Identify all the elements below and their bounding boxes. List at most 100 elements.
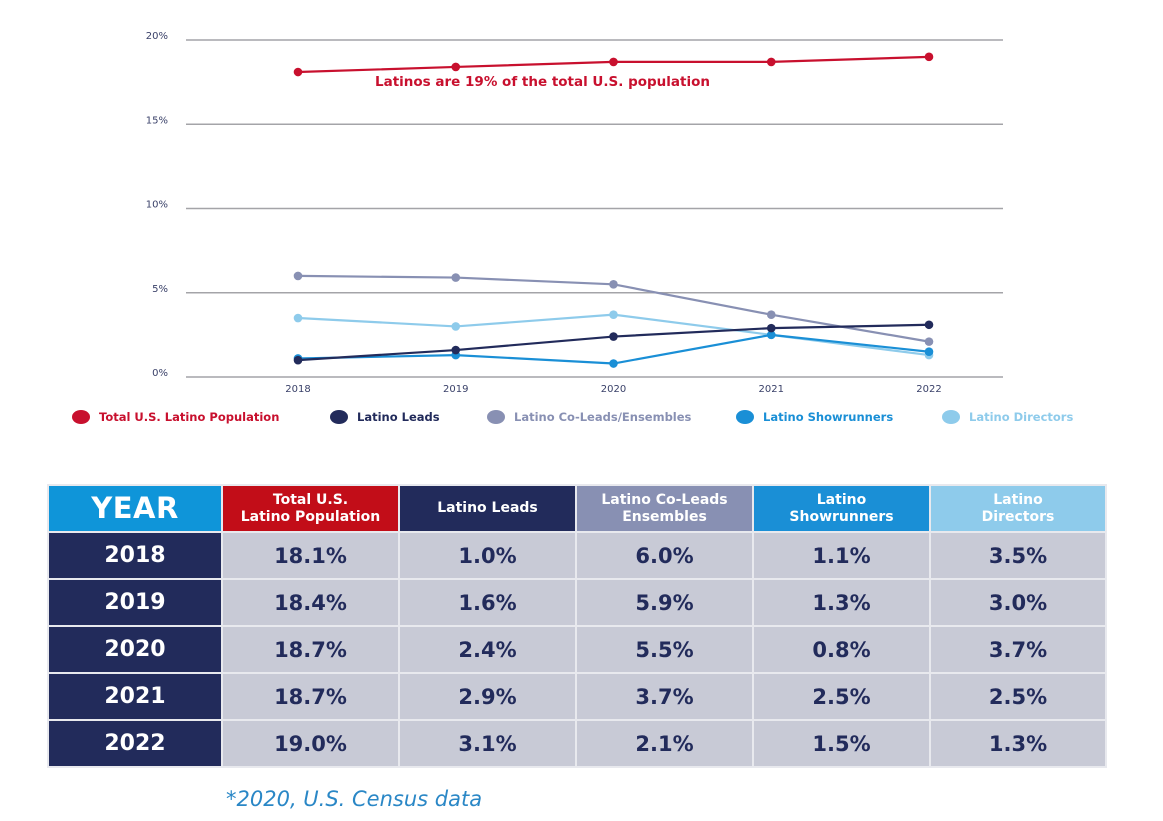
legend-label: Latino Showrunners (763, 410, 894, 424)
value-cell: 5.9% (575, 578, 754, 627)
data-point (766, 323, 776, 333)
y-tick-label: 20% (146, 31, 168, 42)
data-point (451, 62, 461, 72)
value-cell: 18.1% (221, 531, 400, 580)
data-point (451, 273, 461, 282)
table-header-cell: Latino Directors (929, 484, 1107, 533)
value-cell: 1.1% (752, 531, 931, 580)
value-cell: 3.7% (575, 672, 754, 721)
series-latino-co-leads-ensembles (293, 271, 934, 346)
data-point (766, 330, 776, 340)
footnote: *2020, U.S. Census data (226, 787, 483, 811)
table-row: 2022 19.0% 3.1% 2.1% 1.5% 1.3% (47, 719, 1107, 768)
legend-label: Latino Directors (969, 410, 1074, 424)
value-cell: 2.9% (398, 672, 577, 721)
year-cell: 2018 (47, 531, 223, 580)
value-cell: 1.3% (752, 578, 931, 627)
year-cell: 2022 (47, 719, 223, 768)
data-point (609, 280, 618, 289)
data-point (293, 271, 303, 281)
value-cell: 6.0% (575, 531, 754, 580)
table-row: 2018 18.1% 1.0% 6.0% 1.1% 3.5% (47, 531, 1107, 580)
x-tick-label: 2020 (601, 384, 626, 395)
value-cell: 2.5% (752, 672, 931, 721)
x-tick-label: 2021 (759, 384, 784, 395)
x-tick-label: 2019 (443, 384, 468, 395)
x-tick-label: 2022 (916, 384, 941, 395)
data-point (609, 332, 618, 341)
year-cell: 2019 (47, 578, 223, 627)
data-point (609, 57, 618, 67)
value-cell: 3.7% (929, 625, 1107, 674)
value-cell: 3.0% (929, 578, 1107, 627)
table-row: 2019 18.4% 1.6% 5.9% 1.3% 3.0% (47, 578, 1107, 627)
y-tick-label: 15% (146, 115, 168, 126)
x-axis-ticks: 2018 2019 2020 2021 2022 (285, 384, 941, 395)
value-cell: 2.1% (575, 719, 754, 768)
series-lines (293, 52, 934, 368)
legend-marker-icon (942, 410, 960, 424)
data-point (924, 347, 934, 357)
value-cell: 0.8% (752, 625, 931, 674)
data-point (924, 337, 934, 346)
table-header-cell: Latino Co-Leads Ensembles (575, 484, 754, 533)
legend-item: Latino Co-Leads/Ensembles (487, 410, 691, 424)
data-point (924, 52, 934, 62)
x-tick-label: 2018 (285, 384, 310, 395)
data-point (293, 313, 303, 323)
data-point (609, 359, 618, 368)
table-row: 2021 18.7% 2.9% 3.7% 2.5% 2.5% (47, 672, 1107, 721)
value-cell: 1.5% (752, 719, 931, 768)
year-cell: 2021 (47, 672, 223, 721)
value-cell: 19.0% (221, 719, 400, 768)
legend-item: Latino Showrunners (736, 410, 893, 424)
value-cell: 1.0% (398, 531, 577, 580)
year-cell: 2020 (47, 625, 223, 674)
table-header-cell: YEAR (47, 484, 223, 533)
table-row: 2020 18.7% 2.4% 5.5% 0.8% 3.7% (47, 625, 1107, 674)
legend-marker-icon (330, 410, 348, 424)
data-point (766, 310, 776, 319)
value-cell: 18.4% (221, 578, 400, 627)
legend-item: Latino Leads (330, 410, 440, 424)
value-cell: 3.1% (398, 719, 577, 768)
value-cell: 1.6% (398, 578, 577, 627)
value-cell: 18.7% (221, 672, 400, 721)
legend-label: Latino Leads (357, 410, 440, 424)
legend-marker-icon (487, 410, 505, 424)
data-point (924, 320, 934, 330)
data-point (293, 67, 303, 77)
chart-legend: Total U.S. Latino Population Latino Leads… (72, 410, 1112, 432)
table-header-row: YEAR Total U.S. Latino Population Latino Le… (47, 484, 1107, 533)
table-header-cell: Latino Showrunners (752, 484, 931, 533)
line-chart: 0% 5% 10% 15% 20% 2018 2019 2020 2021 2022 Latin… (146, 31, 1003, 395)
y-tick-label: 10% (146, 200, 168, 211)
value-cell: 5.5% (575, 625, 754, 674)
legend-marker-icon (736, 410, 754, 424)
y-axis-ticks: 0% 5% 10% 15% 20% (146, 31, 168, 379)
value-cell: 2.5% (929, 672, 1107, 721)
data-point (293, 355, 303, 365)
y-tick-label: 0% (152, 368, 168, 379)
value-cell: 18.7% (221, 625, 400, 674)
data-point (609, 310, 618, 319)
data-point (451, 345, 461, 355)
table-header-cell: Latino Leads (398, 484, 577, 533)
series-latino-leads (293, 320, 934, 365)
legend-label: Latino Co-Leads/Ensembles (514, 410, 692, 424)
data-point (451, 322, 461, 331)
value-cell: 1.3% (929, 719, 1107, 768)
value-cell: 2.4% (398, 625, 577, 674)
data-point (766, 57, 776, 67)
data-table: YEAR Total U.S. Latino Population Latino Le… (47, 484, 1107, 768)
value-cell: 3.5% (929, 531, 1107, 580)
gridlines (186, 39, 1003, 378)
table-header-cell: Total U.S. Latino Population (221, 484, 400, 533)
series-total-u-s-latino-population (293, 52, 934, 77)
y-tick-label: 5% (152, 284, 168, 295)
legend-item: Latino Directors (942, 410, 1073, 424)
legend-item: Total U.S. Latino Population (72, 410, 279, 424)
chart-annotation: Latinos are 19% of the total U.S. popula… (375, 74, 710, 90)
legend-marker-icon (72, 410, 90, 424)
legend-label: Total U.S. Latino Population (99, 410, 280, 424)
